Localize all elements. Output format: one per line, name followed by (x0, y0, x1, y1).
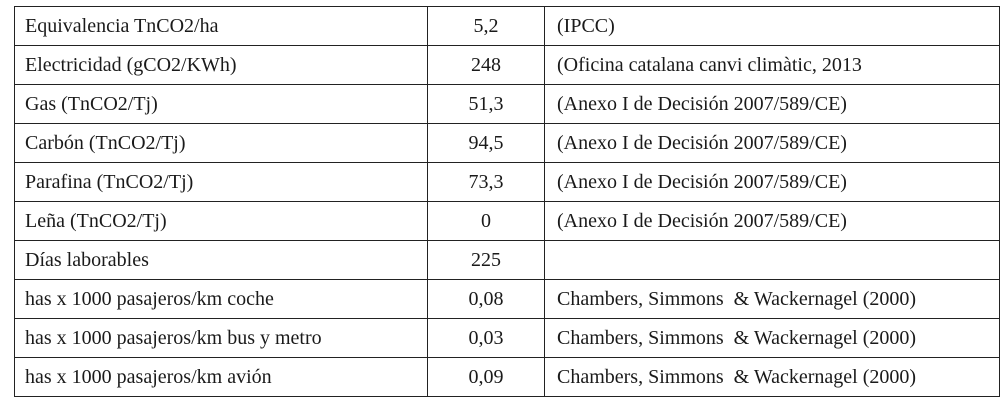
table-body: Equivalencia TnCO2/ha 5,2 (IPCC) Electricid… (14, 6, 1000, 397)
table: Equivalencia TnCO2/ha 5,2 (IPCC) Electricid… (14, 6, 1000, 397)
table-cell: 0,08 (427, 279, 545, 319)
table-cell: (Anexo I de Decisión 2007/589/CE) (544, 123, 1000, 163)
table-row: has x 1000 pasajeros/km coche 0,08 Chamber… (14, 279, 1000, 319)
table-cell: (Anexo I de Decisión 2007/589/CE) (544, 162, 1000, 202)
table-cell: (IPCC) (544, 6, 1000, 46)
table-cell: Chambers, Simmons & Wackernagel (2000) (544, 357, 1000, 397)
table-row: has x 1000 pasajeros/km avión 0,09 Chamber… (14, 357, 1000, 397)
table-row: Leña (TnCO2/Tj) 0 (Anexo I de Decisión 200… (14, 201, 1000, 241)
table-cell: Gas (TnCO2/Tj) (14, 84, 428, 124)
table-row: has x 1000 pasajeros/km bus y metro 0,03 C… (14, 318, 1000, 358)
table-cell: 73,3 (427, 162, 545, 202)
table-row: Gas (TnCO2/Tj) 51,3 (Anexo I de Decisión 2… (14, 84, 1000, 124)
table-cell: (Oficina catalana canvi climàtic, 2013 (544, 45, 1000, 85)
table-cell: 0,03 (427, 318, 545, 358)
table-cell: 5,2 (427, 6, 545, 46)
table-row: Electricidad (gCO2/KWh) 248 (Oficina catal… (14, 45, 1000, 85)
table-row: Carbón (TnCO2/Tj) 94,5 (Anexo I de Decisió… (14, 123, 1000, 163)
table-cell: Chambers, Simmons & Wackernagel (2000) (544, 279, 1000, 319)
table-cell: 0,09 (427, 357, 545, 397)
table-cell: has x 1000 pasajeros/km bus y metro (14, 318, 428, 358)
table-cell (544, 240, 1000, 280)
table-cell: Electricidad (gCO2/KWh) (14, 45, 428, 85)
table-cell: Días laborables (14, 240, 428, 280)
table-cell: Chambers, Simmons & Wackernagel (2000) (544, 318, 1000, 358)
table-row: Parafina (TnCO2/Tj) 73,3 (Anexo I de Decis… (14, 162, 1000, 202)
table-cell: 225 (427, 240, 545, 280)
table-cell: 248 (427, 45, 545, 85)
table-cell: Equivalencia TnCO2/ha (14, 6, 428, 46)
table-cell: Leña (TnCO2/Tj) (14, 201, 428, 241)
table-cell: Carbón (TnCO2/Tj) (14, 123, 428, 163)
table-row: Días laborables 225 (14, 240, 1000, 280)
table-cell: 94,5 (427, 123, 545, 163)
table-row: Equivalencia TnCO2/ha 5,2 (IPCC) (14, 6, 1000, 46)
table-cell: 0 (427, 201, 545, 241)
table-cell: 51,3 (427, 84, 545, 124)
table-cell: has x 1000 pasajeros/km avión (14, 357, 428, 397)
table-cell: Parafina (TnCO2/Tj) (14, 162, 428, 202)
table-cell: has x 1000 pasajeros/km coche (14, 279, 428, 319)
table-cell: (Anexo I de Decisión 2007/589/CE) (544, 201, 1000, 241)
table-cell: (Anexo I de Decisión 2007/589/CE) (544, 84, 1000, 124)
